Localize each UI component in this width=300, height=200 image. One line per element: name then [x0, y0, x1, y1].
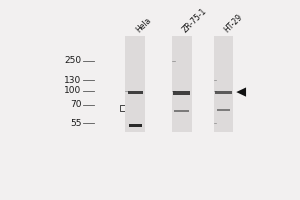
- Text: 250: 250: [64, 56, 82, 65]
- Bar: [129, 124, 142, 127]
- Text: Hela: Hela: [134, 16, 153, 35]
- Bar: [214, 36, 233, 132]
- Text: HT-29: HT-29: [222, 13, 244, 35]
- Bar: [172, 36, 191, 132]
- Text: 55: 55: [70, 119, 82, 128]
- Text: 70: 70: [70, 100, 82, 109]
- Text: ZR-75-1: ZR-75-1: [181, 7, 208, 35]
- Bar: [217, 109, 230, 111]
- Bar: [174, 110, 189, 112]
- Bar: [125, 36, 145, 132]
- Bar: [215, 91, 232, 94]
- Text: 100: 100: [64, 86, 82, 95]
- Text: 130: 130: [64, 76, 82, 85]
- Bar: [128, 91, 143, 94]
- Polygon shape: [236, 87, 246, 97]
- Bar: [173, 91, 190, 95]
